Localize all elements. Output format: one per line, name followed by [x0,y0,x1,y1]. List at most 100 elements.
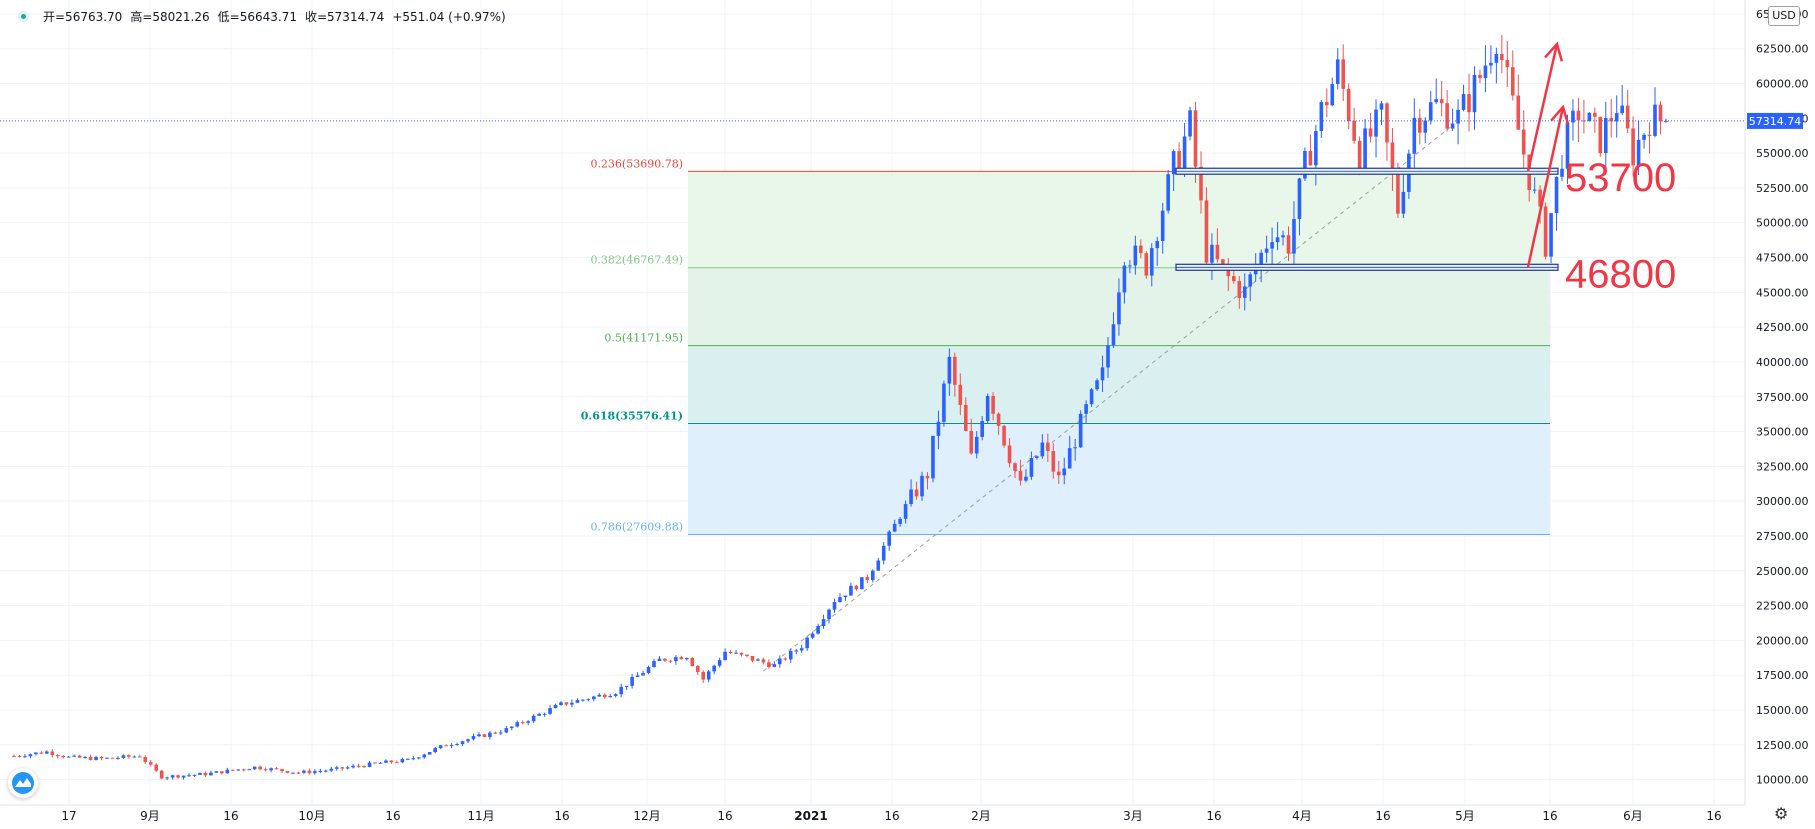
candle-body [1368,128,1373,137]
x-tick-label: 16 [717,809,732,823]
candle-body [936,421,941,436]
candle-body [1521,129,1526,155]
candle-body [121,755,126,758]
arrow-from-53700-head [1544,41,1564,62]
y-tick-label: 15000.00 [1756,704,1809,717]
candle-body [652,661,656,668]
candle-body [482,734,487,737]
candle-body [17,755,22,757]
candle-body [767,662,771,667]
candle-body [564,702,569,705]
candle-body [756,659,760,661]
price-scale [1745,0,1815,829]
candle-body [914,489,919,497]
candle-body [1078,413,1083,448]
candle-body [1614,113,1619,122]
candle-body [788,651,793,660]
candle-body [1330,83,1335,106]
y-tick-label: 25000.00 [1756,565,1809,578]
candle-body [192,774,197,776]
candle-body [1062,468,1067,476]
candle-body [706,671,711,680]
settings-gear-icon[interactable]: ⚙ [1774,804,1789,823]
candle-body [1314,130,1318,166]
candle-body [581,699,585,701]
candle-body [220,771,224,774]
candle-body [531,715,536,722]
candle-body [996,413,1001,426]
candle-body [236,769,241,771]
current-price-label: 57314.74 [1749,115,1802,128]
candle-body [1401,191,1406,214]
candle-body [602,694,607,698]
candle-body [592,696,596,700]
y-tick-label: 12500.00 [1756,739,1809,752]
y-tick-label: 40000.00 [1756,356,1809,369]
fib-level-label: 0.5(41171.95) [604,332,683,345]
fib-level-label: 0.618(35576.41) [581,410,683,423]
logo-icon [12,772,34,794]
candle-body [816,626,820,634]
candle-body [559,702,563,706]
candle-body [318,770,323,772]
y-tick-label: 45000.00 [1756,286,1809,299]
candle-body [466,739,470,742]
candle-body [1133,245,1138,266]
candle-body [455,744,459,746]
y-tick-label: 17500.00 [1756,669,1809,682]
y-tick-label: 10000.00 [1756,774,1809,787]
candle-body [898,518,902,524]
candle-body [963,404,968,431]
candle-body [1385,103,1389,143]
candle-body [1549,213,1553,257]
x-tick-label: 12月 [633,809,660,823]
candle-body [1073,447,1077,449]
candle-body [214,771,219,773]
x-tick-label: 11月 [467,809,494,823]
candle-body [575,700,580,703]
tradingview-logo[interactable] [8,768,38,798]
candle-body [734,652,738,654]
candle-body [1292,219,1296,254]
candle-body [45,751,49,754]
x-tick-label: 16 [1375,809,1390,823]
candle-body [356,765,361,767]
candle-body [1029,458,1034,477]
candle-body [77,755,82,758]
x-tick-label: 10月 [298,809,325,823]
candle-body [1171,151,1176,175]
candle-body [1609,117,1614,122]
candle-body [1024,476,1028,481]
ohlc-legend: 开=56763.70 高=58021.26 低=56643.71 收=57314… [18,8,506,25]
candle-body [23,756,27,758]
candle-body [903,504,908,519]
candle-body [274,768,279,770]
candle-body [159,770,164,779]
candle-body [1439,99,1444,104]
candle-body [154,764,159,771]
candle-body [340,767,344,769]
candle-body [1040,442,1045,457]
candle-body [345,767,350,769]
projection-arrows [1526,41,1570,268]
candle-body [542,713,547,715]
y-tick-label: 20000.00 [1756,634,1809,647]
candle-body [422,754,427,758]
candle-body [1084,404,1088,414]
candle-body [608,695,613,698]
candle-body [1598,116,1603,154]
y-tick-label: 47500.00 [1756,252,1809,265]
candle-body [925,475,930,479]
candle-body [1286,235,1291,254]
candle-body [745,654,749,657]
candle-body [1128,265,1132,267]
y-tick-label: 22500.00 [1756,600,1809,613]
currency-button[interactable]: USD [1768,6,1800,26]
candle-body [296,772,301,774]
candle-body [1571,110,1575,123]
candle-body [1007,445,1012,464]
fib-level-label: 0.786(27609.88) [590,520,683,533]
y-tick-label: 27500.00 [1756,530,1809,543]
